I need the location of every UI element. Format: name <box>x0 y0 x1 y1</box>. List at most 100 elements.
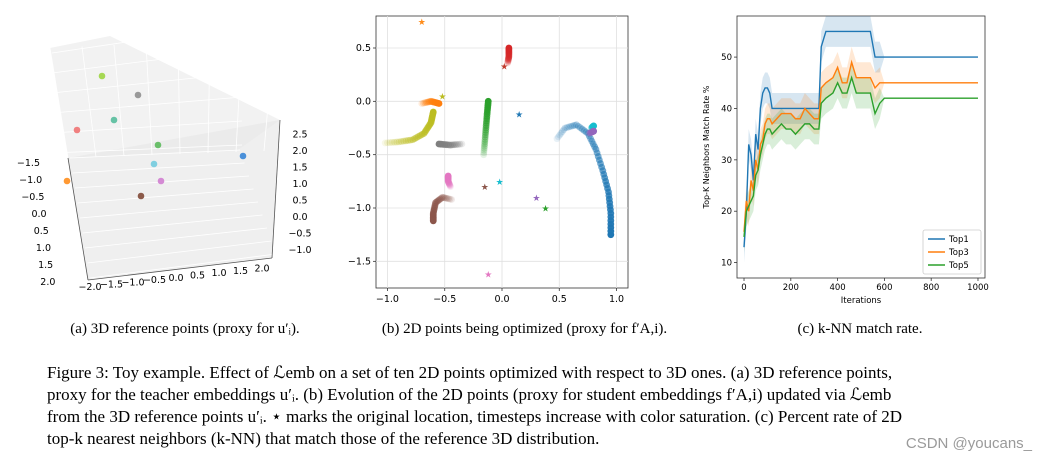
trail-point <box>505 54 513 61</box>
trail-point <box>409 136 417 144</box>
series-line <box>743 30 978 248</box>
y-tick-label: 40 <box>721 104 732 114</box>
x-tick-label: 400 <box>829 283 845 293</box>
trail-point <box>445 178 452 186</box>
trail-point <box>505 55 512 63</box>
chart-2d-points: −1.0 −0.5 0.0 0.5 1.00.50.0−0.5−1.0−1.5★★★★★… <box>348 15 629 305</box>
trail-point <box>561 124 569 132</box>
y-tick-label: 10 <box>721 259 732 269</box>
trail-point <box>580 127 588 134</box>
grid-line <box>51 24 243 54</box>
z-tick-label: −1.0 <box>288 245 311 256</box>
x-tick-label: 800 <box>923 283 939 293</box>
z-tick-label: 0.0 <box>292 212 307 223</box>
reference-point <box>137 192 145 200</box>
trail-point <box>574 122 582 130</box>
trail-point <box>563 124 571 131</box>
y-tick-label: 0.5 <box>34 226 49 237</box>
trail-point <box>448 141 456 149</box>
grid-line <box>235 38 243 153</box>
y-tick-label: 0.0 <box>356 96 371 107</box>
trail-point <box>421 99 429 107</box>
grid-line <box>51 96 243 114</box>
legend-label: Top5 <box>948 261 969 271</box>
chart-3d-reference-points: −2.0−1.5−1.0−0.5 0.0 0.5 1.0 1.5 2.0−1.5−1.0−… <box>17 24 312 293</box>
trail-point <box>400 137 407 145</box>
trail-point <box>450 141 458 149</box>
grid-line <box>84 227 268 249</box>
x-tick-label: −1.0 <box>121 277 144 288</box>
y-tick-label: 50 <box>721 53 732 63</box>
figure-caption-line: Figure 3: Toy example. Effect of ℒemb on… <box>47 363 893 382</box>
grid-line <box>82 214 263 234</box>
trail-point <box>397 138 405 145</box>
grid-line <box>207 40 211 154</box>
y-tick-label: −1.0 <box>348 203 371 214</box>
y-axis-line <box>67 157 89 281</box>
grid-line <box>145 43 153 156</box>
y-tick-label: 1.0 <box>36 243 51 254</box>
trail-point <box>386 139 394 146</box>
trail-point <box>406 136 414 144</box>
panel-c: 0 200 400 600 800 1000 10 20 30 40 50 Iterations Top… <box>695 8 995 308</box>
trail-point <box>481 136 489 143</box>
y-tick-label: 0.0 <box>31 209 46 220</box>
trail-point <box>480 144 488 152</box>
x-tick-label: −1.0 <box>376 294 399 305</box>
trail-point <box>587 135 594 143</box>
series-band <box>744 46 978 248</box>
trail-point <box>435 196 443 204</box>
grid-line <box>77 188 254 204</box>
caption-a: (a) 3D reference points (proxy for u′ᵢ). <box>70 321 300 337</box>
grid-line <box>113 44 125 157</box>
x-tick-label: −0.5 <box>433 294 456 305</box>
z-tick-label: 2.0 <box>292 146 307 157</box>
trail-point <box>585 129 593 137</box>
trail-point <box>481 142 488 150</box>
trail-point <box>553 135 561 143</box>
trail-point <box>393 138 401 146</box>
x-tick-label: 200 <box>783 283 799 293</box>
trail-point <box>436 195 444 203</box>
grid-line <box>72 162 245 174</box>
y-tick-label: −1.5 <box>348 256 371 267</box>
series-line <box>743 75 978 237</box>
y-axis-label: Top-K Neighbors Match Rate % <box>702 85 711 209</box>
trail-point <box>481 133 489 141</box>
grid-line <box>51 120 243 134</box>
trail-point <box>576 124 584 132</box>
origin-star: ★ <box>532 194 540 204</box>
trail-point <box>454 140 462 148</box>
grid-line <box>69 149 241 159</box>
trail-point <box>411 135 418 143</box>
y-tick-label: 2.0 <box>40 277 55 288</box>
x-axis-line <box>87 257 273 281</box>
figure-caption: Figure 3: Toy example. Effect of ℒemb on… <box>47 362 1032 450</box>
y-tick-label: 1.5 <box>38 260 53 271</box>
y-tick-label: −1.0 <box>19 175 42 186</box>
trail-point <box>388 139 396 146</box>
grid-line <box>79 201 259 219</box>
trail-point <box>480 147 488 154</box>
trail-point <box>482 129 489 137</box>
y-tick-label: 0.5 <box>356 43 371 54</box>
series-line <box>743 59 978 232</box>
trail-point <box>569 122 577 130</box>
trail-point <box>452 141 460 148</box>
caption-b: (b) 2D points being optimized (proxy for… <box>381 321 668 337</box>
x-tick-label: 1.5 <box>233 266 248 277</box>
grid-line <box>51 72 243 94</box>
trail-point <box>448 196 455 203</box>
trail-point <box>587 129 594 137</box>
trail-point <box>556 131 564 139</box>
legend-label: Top1 <box>948 235 969 245</box>
trail-point <box>445 180 453 188</box>
trail-point <box>587 128 595 136</box>
trail-point <box>390 138 398 146</box>
x-tick-label: 1.0 <box>609 294 624 305</box>
trail-point <box>560 126 568 134</box>
trail-point <box>504 56 512 64</box>
trail-point <box>588 137 596 145</box>
trail-point <box>578 125 586 133</box>
y-tick-label: 20 <box>721 207 732 217</box>
